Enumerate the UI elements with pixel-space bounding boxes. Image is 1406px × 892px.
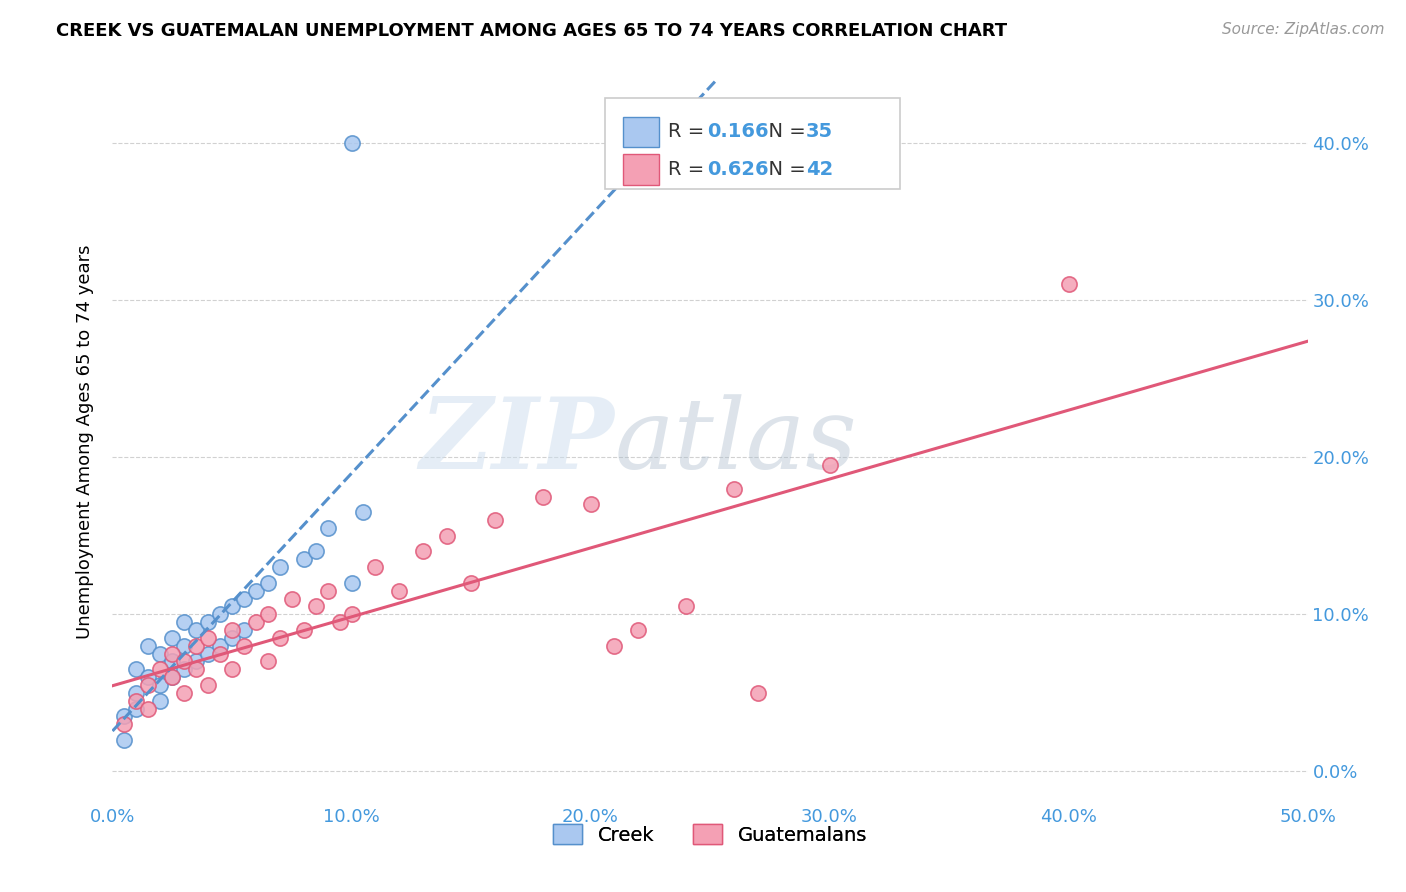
Point: [269, 631, 291, 645]
Point: [245, 583, 267, 598]
Point: [138, 670, 160, 684]
Point: [233, 591, 256, 606]
Point: [412, 544, 434, 558]
Point: [281, 591, 304, 606]
Point: [603, 639, 626, 653]
Legend: Creek, Guatemalans: Creek, Guatemalans: [543, 814, 877, 855]
Point: [125, 686, 148, 700]
Point: [340, 575, 363, 590]
Text: 0.626: 0.626: [707, 160, 769, 178]
Text: ZIP: ZIP: [419, 393, 614, 490]
Point: [221, 623, 243, 637]
Point: [125, 662, 148, 676]
Point: [125, 701, 148, 715]
Point: [173, 662, 195, 676]
Point: [138, 678, 160, 692]
Text: Source: ZipAtlas.com: Source: ZipAtlas.com: [1222, 22, 1385, 37]
Point: [173, 655, 195, 669]
Point: [186, 623, 208, 637]
Point: [352, 505, 374, 519]
Point: [484, 513, 506, 527]
Point: [747, 686, 769, 700]
Point: [197, 615, 219, 630]
Point: [209, 639, 232, 653]
Point: [221, 662, 243, 676]
Point: [209, 647, 232, 661]
Text: 35: 35: [806, 122, 832, 141]
Point: [162, 670, 183, 684]
Point: [197, 647, 219, 661]
Point: [257, 575, 280, 590]
Point: [149, 662, 172, 676]
Point: [460, 575, 482, 590]
Point: [340, 607, 363, 622]
Text: N =: N =: [756, 122, 813, 141]
Point: [257, 607, 280, 622]
Point: [197, 678, 219, 692]
Point: [173, 639, 195, 653]
Point: [257, 655, 280, 669]
Point: [125, 694, 148, 708]
Point: [316, 521, 339, 535]
Point: [388, 583, 411, 598]
Point: [221, 631, 243, 645]
Text: 42: 42: [806, 160, 832, 178]
Point: [436, 529, 458, 543]
Point: [149, 694, 172, 708]
Point: [138, 701, 160, 715]
Text: R =: R =: [668, 122, 710, 141]
Point: [292, 623, 315, 637]
Point: [233, 639, 256, 653]
Point: [149, 678, 172, 692]
Point: [209, 607, 232, 622]
Point: [221, 599, 243, 614]
Text: N =: N =: [756, 160, 813, 178]
Point: [305, 599, 328, 614]
Point: [675, 599, 697, 614]
Point: [186, 662, 208, 676]
Point: [114, 709, 135, 723]
Point: [114, 717, 135, 731]
Point: [316, 583, 339, 598]
Point: [162, 631, 183, 645]
Point: [162, 647, 183, 661]
Point: [186, 639, 208, 653]
Text: R =: R =: [668, 160, 710, 178]
Point: [305, 544, 328, 558]
Point: [233, 623, 256, 637]
Point: [340, 136, 363, 150]
Point: [329, 615, 352, 630]
Point: [269, 560, 291, 574]
Text: CREEK VS GUATEMALAN UNEMPLOYMENT AMONG AGES 65 TO 74 YEARS CORRELATION CHART: CREEK VS GUATEMALAN UNEMPLOYMENT AMONG A…: [56, 22, 1007, 40]
Point: [627, 623, 650, 637]
Point: [173, 686, 195, 700]
Point: [818, 458, 841, 472]
Point: [197, 631, 219, 645]
Point: [186, 655, 208, 669]
Point: [579, 497, 602, 511]
Point: [162, 670, 183, 684]
Point: [162, 655, 183, 669]
Point: [149, 647, 172, 661]
Text: 0.166: 0.166: [707, 122, 769, 141]
Y-axis label: Unemployment Among Ages 65 to 74 years: Unemployment Among Ages 65 to 74 years: [76, 244, 94, 639]
Point: [531, 490, 554, 504]
Point: [245, 615, 267, 630]
Point: [138, 639, 160, 653]
Point: [723, 482, 745, 496]
Point: [292, 552, 315, 566]
Text: atlas: atlas: [614, 394, 858, 489]
Point: [114, 733, 135, 747]
Point: [1057, 277, 1080, 292]
Point: [173, 615, 195, 630]
Point: [364, 560, 387, 574]
